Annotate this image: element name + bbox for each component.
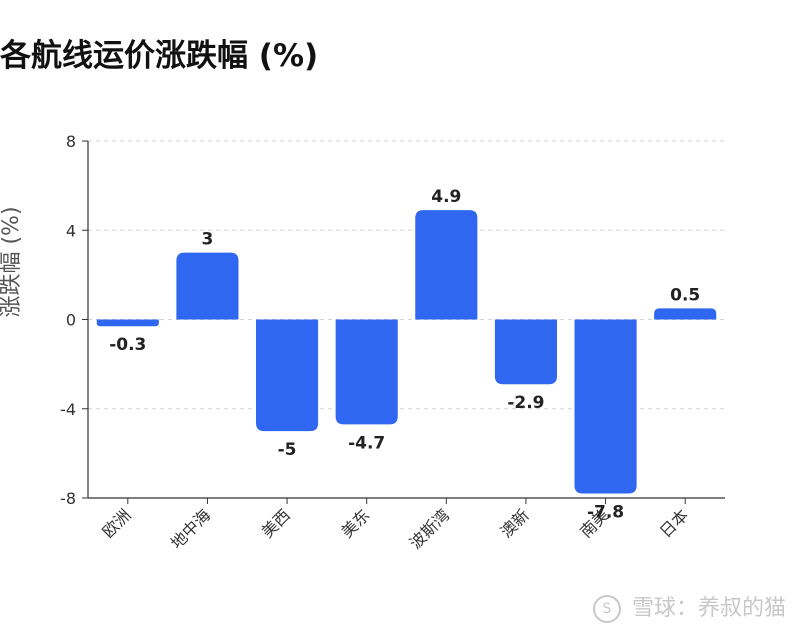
y-tick-label: 0: [66, 311, 76, 330]
bar: [256, 319, 319, 432]
bar: [335, 319, 398, 425]
bar: [574, 319, 637, 494]
x-tick-label: 美西: [258, 505, 294, 541]
x-tick-label: 美东: [337, 505, 373, 541]
bar: [96, 319, 159, 327]
y-axis-label: 涨跌幅 (%): [0, 206, 24, 317]
watermark-text: 雪球：养叔的猫: [631, 596, 786, 621]
y-tick-label: -8: [60, 489, 76, 508]
snowball-logo-icon: S: [592, 595, 621, 623]
data-label: -5: [278, 440, 297, 460]
x-tick-label: 欧洲: [99, 505, 135, 541]
data-label: 4.9: [431, 187, 461, 207]
bar: [176, 252, 239, 320]
chart-title: 各航线运价涨跌幅 (%): [0, 38, 319, 74]
data-label: -4.7: [348, 433, 385, 453]
bars: [96, 210, 717, 494]
y-tick-label: 8: [66, 132, 76, 151]
x-tick-label: 地中海: [167, 505, 214, 552]
watermark: S 雪球：养叔的猫: [592, 590, 786, 623]
data-label: -0.3: [109, 335, 146, 355]
data-label: 0.5: [670, 285, 700, 305]
bar: [494, 319, 557, 385]
x-tick-label: 波斯湾: [406, 505, 453, 552]
x-tick-label: 澳新: [497, 505, 533, 541]
data-label: -2.9: [507, 393, 544, 413]
y-tick-label: 4: [66, 221, 76, 240]
bar: [654, 308, 717, 320]
data-label: -7.8: [587, 503, 624, 523]
bar: [415, 210, 478, 320]
x-tick-label: 日本: [656, 505, 692, 541]
data-label: 3: [202, 230, 214, 250]
y-tick-label: -4: [60, 400, 76, 419]
data-labels: -0.3 3 -5 -4.7 4.9 -2.9 -7.8 0.5: [109, 187, 700, 522]
